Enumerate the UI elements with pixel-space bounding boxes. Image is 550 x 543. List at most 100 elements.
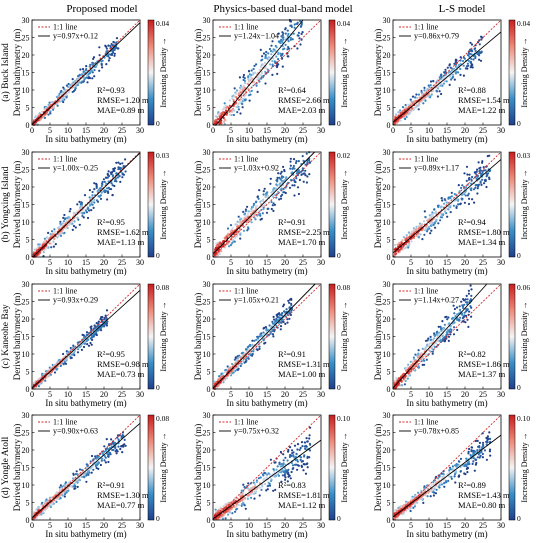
data-point	[272, 57, 275, 60]
data-point	[473, 201, 476, 204]
data-point	[87, 344, 91, 347]
data-point	[261, 75, 264, 78]
colorbar-label: Increasing Density →	[340, 301, 349, 371]
y-axis-label: Derived bathymetry (m)	[373, 29, 383, 116]
data-point	[457, 203, 460, 206]
data-point	[299, 446, 302, 450]
data-point	[71, 78, 74, 81]
data-point	[301, 155, 304, 158]
data-point	[430, 93, 433, 96]
data-point	[267, 472, 270, 475]
data-point	[221, 112, 224, 115]
data-point	[42, 373, 45, 376]
data-point	[91, 190, 94, 194]
data-point	[241, 98, 244, 101]
data-point	[283, 473, 287, 476]
y-tick-label: 20	[203, 183, 211, 192]
data-point	[306, 466, 309, 469]
data-point	[393, 379, 396, 382]
data-point	[470, 294, 473, 297]
data-point	[281, 193, 284, 196]
data-point	[234, 510, 237, 513]
data-point	[91, 200, 94, 203]
data-point	[458, 305, 461, 308]
data-point	[56, 104, 59, 107]
data-point	[69, 83, 72, 86]
data-point	[59, 220, 62, 223]
data-point	[214, 115, 218, 118]
data-point	[437, 339, 440, 343]
data-point	[443, 210, 446, 213]
data-point	[55, 498, 58, 501]
data-point	[433, 208, 436, 211]
data-point	[267, 207, 270, 210]
data-point	[288, 474, 291, 477]
data-point	[81, 67, 85, 71]
y-tick-label: 30	[383, 148, 391, 157]
data-point	[291, 452, 294, 455]
data-point	[300, 173, 303, 176]
y-tick-label: 15	[22, 332, 30, 341]
data-point	[69, 357, 72, 360]
data-point	[91, 203, 94, 206]
data-point	[286, 459, 289, 462]
legend-fit-text: y=1.14x+0.27	[414, 296, 459, 305]
data-point	[120, 445, 123, 448]
colorbar-label: Increasing Density →	[159, 432, 168, 502]
data-point	[52, 108, 55, 111]
data-point	[281, 65, 284, 68]
data-point	[252, 481, 255, 484]
data-point	[275, 46, 278, 49]
data-point	[74, 84, 77, 87]
data-point	[89, 460, 92, 463]
data-point	[463, 201, 466, 204]
data-point	[261, 58, 264, 61]
data-point	[282, 32, 285, 35]
data-point	[233, 109, 236, 112]
y-tick-label: 5	[207, 367, 211, 376]
data-point	[244, 507, 247, 510]
data-point	[303, 172, 306, 175]
colorbar-min-label: 0	[156, 251, 160, 260]
data-point	[300, 23, 303, 26]
data-point	[74, 79, 77, 82]
data-point	[99, 318, 102, 321]
data-point	[447, 335, 451, 338]
data-point	[298, 178, 301, 182]
data-point	[264, 477, 267, 480]
data-point	[304, 174, 307, 177]
data-point	[281, 474, 284, 477]
data-point	[294, 161, 298, 165]
data-point	[431, 347, 434, 350]
x-tick-label: 25	[299, 126, 307, 135]
data-point	[57, 226, 60, 230]
r2-value: R²=0.91	[278, 217, 306, 227]
data-point	[453, 307, 456, 311]
colorbar-min-label: 0	[156, 119, 160, 128]
data-point	[280, 170, 283, 173]
data-point	[295, 177, 298, 180]
data-point	[242, 359, 245, 362]
data-point	[415, 225, 418, 228]
data-point	[105, 309, 109, 312]
data-point	[83, 194, 87, 197]
data-point	[215, 118, 218, 122]
data-point	[455, 205, 458, 208]
y-tick-label: 5	[387, 235, 391, 244]
data-point	[416, 96, 419, 99]
data-point	[441, 199, 444, 202]
data-point	[295, 172, 298, 175]
colorbar-max-label: 0.08	[156, 414, 169, 423]
y-tick-label: 15	[383, 332, 391, 341]
data-point	[239, 91, 243, 94]
data-point	[263, 187, 266, 190]
data-point	[258, 486, 262, 489]
data-point	[290, 172, 293, 175]
data-point	[95, 466, 98, 470]
data-point	[230, 242, 233, 245]
